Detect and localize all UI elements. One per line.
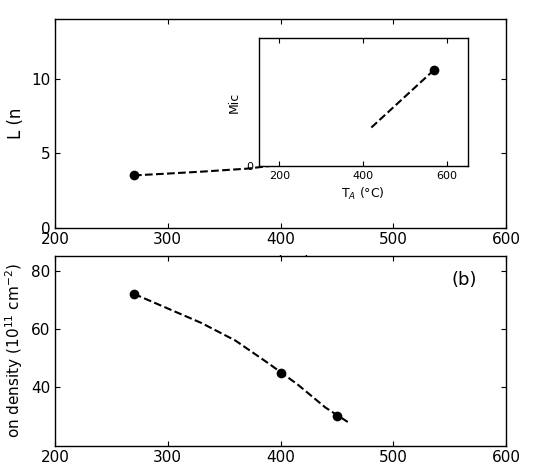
X-axis label: T$_A$ (°C): T$_A$ (°C) [341, 186, 385, 202]
Y-axis label: Mic: Mic [228, 91, 241, 112]
Y-axis label: on density (10$^{11}$ cm$^{-2}$): on density (10$^{11}$ cm$^{-2}$) [3, 263, 25, 438]
Y-axis label: L (n: L (n [7, 108, 25, 139]
X-axis label: T$_A$ (°C): T$_A$ (°C) [250, 253, 311, 274]
Text: (b): (b) [452, 271, 477, 289]
